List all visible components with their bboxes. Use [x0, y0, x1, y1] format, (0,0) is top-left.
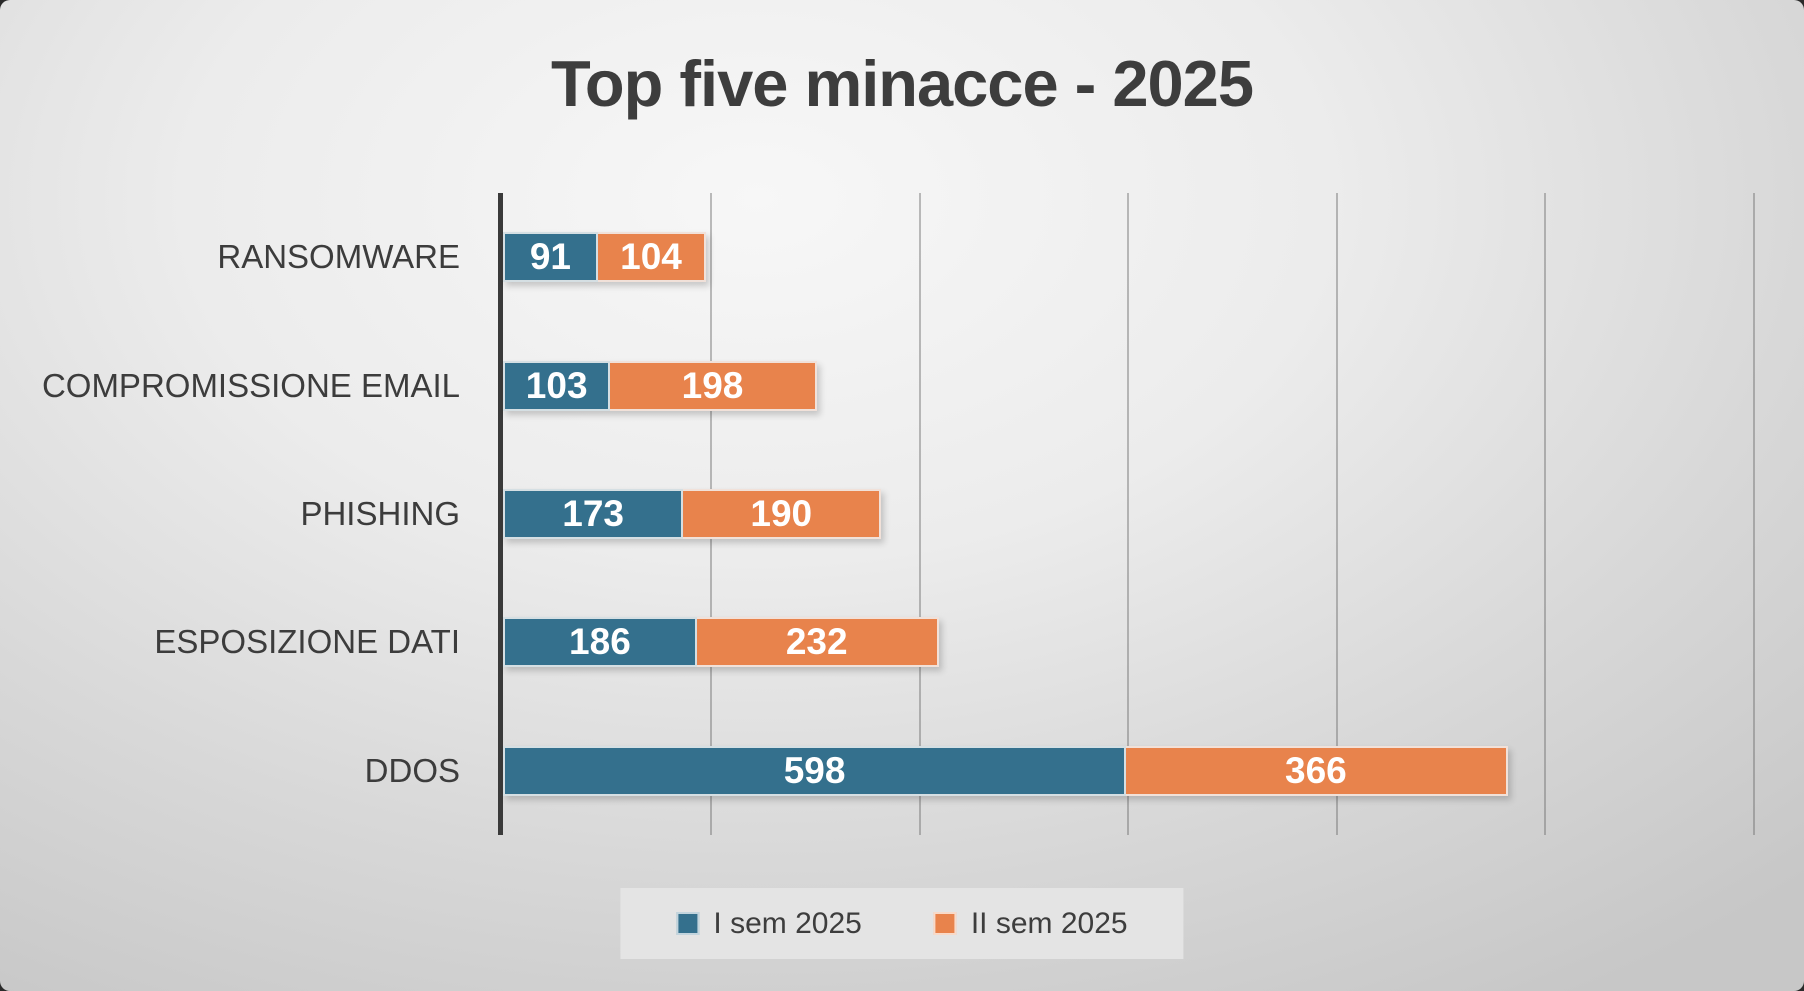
bar-value-label: 104 — [620, 236, 682, 278]
bar-value-label: 173 — [562, 493, 624, 534]
legend-item: II sem 2025 — [933, 906, 1128, 941]
category-label: DDOS — [364, 751, 460, 789]
bar-row: 186 232 — [503, 617, 939, 668]
bar-segment-ii-sem-2025: 366 — [1126, 745, 1508, 796]
bar-value-label: 198 — [681, 364, 744, 406]
gridline — [918, 193, 921, 835]
legend-label: I sem 2025 — [713, 906, 862, 940]
category-label: COMPROMISSIONE EMAIL — [41, 366, 460, 404]
bar-row: 91 104 — [503, 232, 707, 283]
bar-segment-i-sem-2025: 173 — [503, 489, 684, 539]
gridline — [1752, 193, 1755, 835]
gridline — [1335, 193, 1338, 835]
bar-segment-i-sem-2025: 91 — [503, 232, 598, 283]
bar-segment-ii-sem-2025: 104 — [597, 232, 707, 283]
bar-segment-ii-sem-2025: 190 — [683, 489, 882, 539]
gridline — [1544, 193, 1547, 835]
category-label: ESPOSIZIONE DATI — [154, 623, 460, 661]
bar-row: 173 190 — [503, 489, 882, 539]
bar-value-label: 366 — [1285, 749, 1347, 791]
bar-value-label: 190 — [750, 493, 813, 534]
bar-value-label: 186 — [569, 621, 631, 663]
y-axis-line — [498, 193, 503, 835]
bar-value-label: 232 — [785, 621, 848, 663]
bar-segment-i-sem-2025: 103 — [503, 360, 611, 411]
bar-segment-i-sem-2025: 598 — [503, 745, 1127, 796]
chart-title: Top five minacce - 2025 — [551, 47, 1254, 120]
legend-swatch — [676, 912, 700, 935]
bar-value-label: 91 — [529, 236, 571, 278]
bar-segment-ii-sem-2025: 198 — [610, 360, 817, 411]
legend-label: II sem 2025 — [970, 906, 1128, 940]
bar-value-label: 103 — [525, 364, 588, 406]
bar-segment-ii-sem-2025: 232 — [696, 617, 939, 668]
legend: I sem 2025 II sem 2025 — [620, 888, 1184, 959]
bar-value-label: 598 — [783, 749, 846, 791]
category-label: RANSOMWARE — [217, 238, 460, 276]
bar-segment-i-sem-2025: 186 — [503, 617, 697, 668]
bar-row: 598 366 — [503, 745, 1508, 796]
legend-item: I sem 2025 — [676, 906, 862, 941]
gridline — [1127, 193, 1130, 835]
bar-row: 103 198 — [503, 360, 817, 411]
legend-swatch — [933, 912, 957, 935]
plot-area: 91 104 103 198 173 190 186 232 598 366 — [498, 193, 1790, 835]
category-label: PHISHING — [300, 495, 460, 532]
